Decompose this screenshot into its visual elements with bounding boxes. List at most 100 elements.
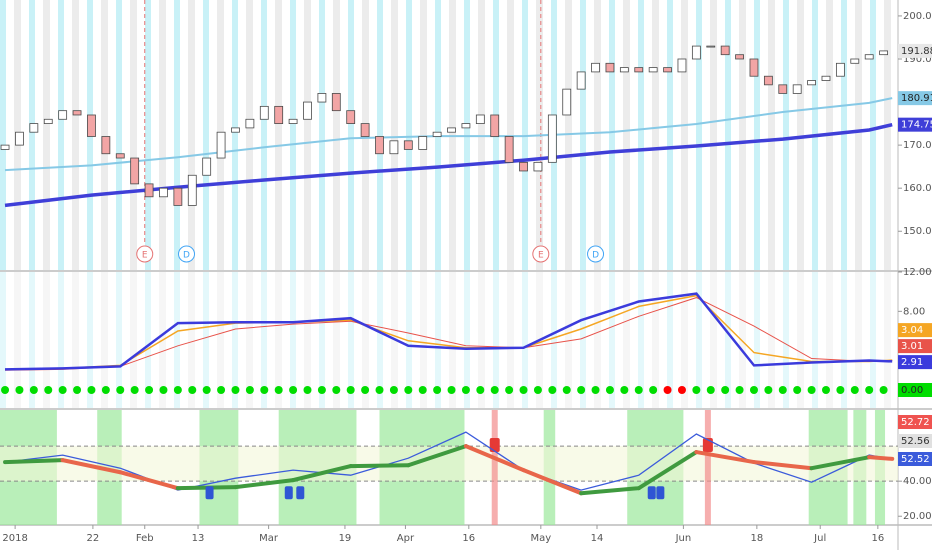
ma-segment [233,478,296,490]
signal-dot [58,386,67,395]
ma-segment [348,463,411,469]
ma-last-box [898,91,932,106]
ma-segment [694,450,756,465]
ma-segment [3,458,65,465]
event-marker [532,245,550,263]
x-tick-label: 13 [192,533,205,544]
candle [475,114,485,124]
x-tick-label: 14 [591,533,604,544]
y-tick-label: 12.00 [903,267,932,278]
y-tick-label: 8.00 [903,306,925,317]
candle [245,118,255,129]
candle [159,187,168,198]
signal-marker [296,486,305,500]
signal-dot [836,386,845,395]
ma-segment [579,486,641,496]
candle [706,45,716,48]
signal-dot [533,386,542,395]
signal-dot [202,386,211,395]
candle [576,71,586,90]
candle [216,131,226,159]
signal-dot [461,386,470,395]
candle [29,123,39,133]
signal-dot [807,386,816,395]
oscillator-last-box [898,339,932,354]
session-stripes [0,0,898,270]
signal-dot [562,386,571,395]
candle [749,58,759,77]
candle [591,62,600,73]
signal-dot [605,386,614,395]
signal-dot [764,386,773,395]
oscillator-last-label: 3.01 [901,341,923,352]
signal-dot [15,386,24,395]
ma-segment [751,460,814,471]
candle [821,75,831,81]
candle [807,80,816,86]
alert-bar [491,410,498,525]
x-tick-label: May [530,533,551,544]
signal-dot [692,386,701,395]
alert-flag [489,438,500,452]
ma-segment [406,444,468,468]
candle [303,101,312,120]
signal-dot [217,386,226,395]
candle [130,157,140,185]
candle [58,110,68,120]
candle [173,187,183,206]
y-tick-label: 170.00 [903,140,932,151]
candle [101,136,111,155]
candle [0,144,10,150]
session-stripes [0,272,898,408]
candle [720,45,730,56]
signal-marker [656,486,665,500]
ref-level-box [898,434,932,448]
signal-dot [303,386,312,395]
candle [375,136,384,155]
signal-level-label: 0.00 [901,385,923,396]
ma-segment [521,468,584,496]
signal-dot [361,386,370,395]
last-price-label: 191.88 [901,46,932,57]
candle [418,136,428,150]
y-tick-label: 160.00 [903,183,932,194]
signal-dot [663,386,672,395]
candle [288,118,298,124]
y-tick-label: 200.00 [903,11,932,22]
y-tick-label: 20.00 [903,511,932,522]
ma-last-label: 180.91 [901,93,932,104]
signal-dot [346,386,355,395]
ma-segment [809,455,872,471]
ma-last-box [898,415,932,429]
candle [735,54,744,60]
signal-dot [591,386,600,395]
signal-dot [404,386,413,395]
candle [187,174,197,206]
oscillator-last-label: 3.04 [901,325,923,336]
signal-dot [389,386,398,395]
x-tick-label: 18 [750,533,763,544]
ma-segment [118,470,180,491]
ma-last-box [898,117,932,132]
event-marker [136,245,154,263]
ma-segment [463,444,526,473]
y-tick-label: 40.00 [903,476,932,487]
signal-dot [677,386,686,395]
signal-dot [317,386,326,395]
signal-dot [447,386,456,395]
candle [850,58,860,64]
event-label: E [142,251,148,261]
signal-dot [778,386,787,395]
candle [331,93,341,112]
ref-level-label: 52.56 [901,436,930,447]
candle [259,105,269,120]
signal-dot [634,386,643,395]
candle [562,88,572,116]
candle [504,136,514,163]
signal-marker [647,486,656,500]
x-tick-label: Jun [675,533,692,544]
last-price-box [898,43,932,58]
candle [15,131,24,146]
signal-dot [519,386,528,395]
